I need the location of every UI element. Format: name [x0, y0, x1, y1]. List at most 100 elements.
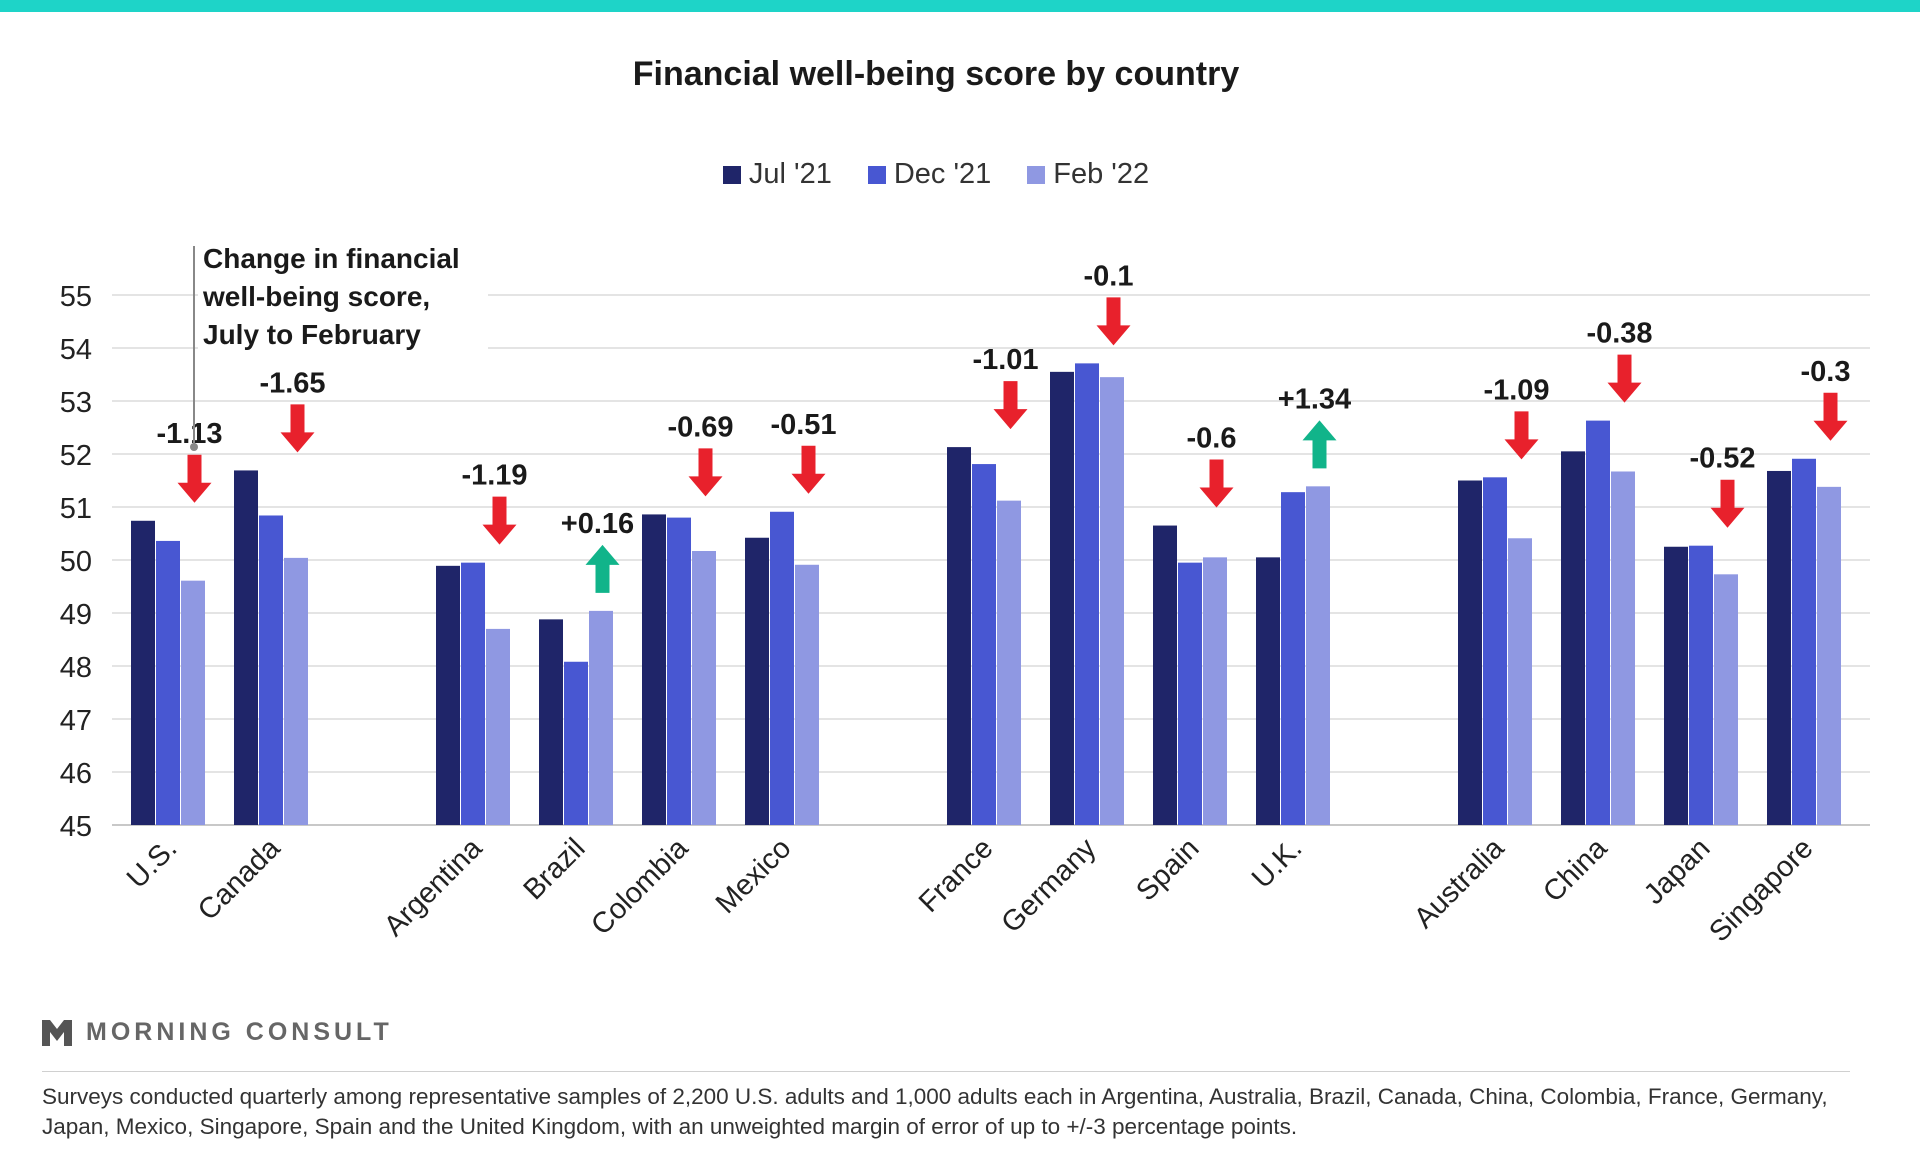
- bar: [1100, 377, 1124, 825]
- bar: [1817, 486, 1841, 825]
- bar: [436, 565, 460, 825]
- bar: [259, 515, 283, 825]
- down-arrow: [1607, 354, 1642, 403]
- bar-chart: 45 46 47 48 49 50 51 52 53 54 55 U.S. -1.13 Canada -1.…: [59, 236, 1870, 949]
- bar: [131, 520, 155, 825]
- bar: [461, 562, 485, 825]
- x-category-label: China: [1537, 832, 1614, 909]
- change-label: -0.3: [1801, 356, 1851, 388]
- bar: [692, 550, 716, 825]
- change-label: -0.38: [1586, 318, 1652, 350]
- x-category-label: Colombia: [585, 832, 695, 942]
- bar: [1178, 562, 1202, 825]
- y-tick-label: 55: [60, 281, 92, 313]
- bar: [795, 564, 819, 825]
- down-arrow: [993, 381, 1028, 430]
- legend-item-feb22: Feb '22: [1027, 158, 1149, 191]
- down-arrow: [280, 404, 315, 453]
- legend: Jul '21 Dec '21 Feb '22: [0, 158, 1872, 191]
- morning-consult-logo: MORNING CONSULT: [42, 1018, 393, 1047]
- bar: [997, 500, 1021, 825]
- x-category-label: Mexico: [710, 832, 798, 920]
- footnote: Surveys conducted quarterly among repres…: [42, 1084, 1828, 1139]
- change-label: -1.09: [1483, 374, 1549, 406]
- y-tick-label: 45: [60, 811, 92, 843]
- down-arrow: [1504, 411, 1539, 460]
- bar: [539, 619, 563, 825]
- bar: [1306, 486, 1330, 825]
- y-tick-label: 48: [60, 652, 92, 684]
- bar: [486, 628, 510, 825]
- change-label: +1.34: [1278, 383, 1351, 415]
- down-arrow: [688, 448, 723, 497]
- legend-swatch-jul21: [722, 165, 741, 184]
- legend-item-dec21: Dec '21: [867, 158, 992, 191]
- bar: [1664, 546, 1688, 825]
- change-label: +0.16: [561, 508, 634, 540]
- morning-consult-m-icon: [42, 1019, 72, 1046]
- y-tick-label: 53: [60, 387, 92, 419]
- bar: [156, 540, 180, 825]
- bar: [1075, 363, 1099, 825]
- change-label: -1.19: [461, 460, 527, 492]
- bar: [564, 661, 588, 825]
- bar: [1611, 471, 1635, 825]
- x-category-label: France: [913, 832, 999, 918]
- bar: [1689, 545, 1713, 825]
- annotation-text: Change in financial: [203, 243, 460, 274]
- annotation-text: July to February: [203, 319, 421, 350]
- bar: [947, 447, 971, 825]
- down-arrow: [1813, 392, 1848, 441]
- annotation-text: well-being score,: [202, 281, 430, 312]
- change-label: -0.69: [667, 411, 733, 443]
- x-category-label: Singapore: [1703, 832, 1819, 948]
- down-arrow: [1199, 459, 1234, 508]
- x-category-label: Spain: [1130, 832, 1205, 907]
- bar: [642, 514, 666, 825]
- top-accent-bar: [0, 0, 1920, 12]
- y-tick-label: 47: [60, 705, 92, 737]
- x-category-label: Japan: [1638, 832, 1716, 910]
- annotation-backdrop: [198, 236, 488, 356]
- bar: [1153, 525, 1177, 825]
- change-label: -1.65: [259, 367, 325, 399]
- x-category-label: Germany: [995, 832, 1102, 939]
- up-arrow: [585, 544, 620, 593]
- change-label: -1.13: [156, 418, 222, 450]
- legend-item-jul21: Jul '21: [722, 158, 832, 191]
- down-arrow: [482, 496, 517, 545]
- up-arrow: [1302, 420, 1337, 469]
- change-label: -0.52: [1689, 443, 1755, 475]
- annotation-dot: [190, 443, 198, 451]
- bar: [770, 511, 794, 825]
- change-label: -0.6: [1187, 423, 1237, 455]
- bar: [1203, 557, 1227, 825]
- bar: [1586, 420, 1610, 825]
- bar: [1050, 371, 1074, 825]
- change-label: -0.1: [1084, 260, 1134, 292]
- down-arrow: [1096, 297, 1131, 346]
- y-tick-label: 52: [60, 440, 92, 472]
- bar: [1767, 470, 1791, 825]
- change-label: -0.51: [770, 409, 836, 441]
- legend-label-dec21: Dec '21: [893, 158, 992, 190]
- bar: [1508, 538, 1532, 825]
- bar: [181, 580, 205, 825]
- bar: [972, 464, 996, 825]
- bar: [1281, 492, 1305, 825]
- footer-divider: [42, 1071, 1850, 1072]
- y-tick-label: 50: [60, 546, 92, 578]
- legend-label-jul21: Jul '21: [748, 158, 832, 190]
- x-category-label: U.K.: [1246, 832, 1309, 895]
- bar: [1561, 451, 1585, 825]
- y-tick-label: 46: [60, 758, 92, 790]
- y-tick-label: 54: [60, 334, 92, 366]
- bar: [667, 517, 691, 825]
- x-category-label: U.S.: [121, 832, 184, 895]
- legend-swatch-dec21: [867, 165, 886, 184]
- change-label: -1.01: [972, 344, 1038, 376]
- x-category-label: Argentina: [378, 832, 489, 943]
- legend-swatch-feb22: [1027, 165, 1046, 184]
- x-category-label: Canada: [192, 832, 287, 927]
- bar: [1792, 458, 1816, 825]
